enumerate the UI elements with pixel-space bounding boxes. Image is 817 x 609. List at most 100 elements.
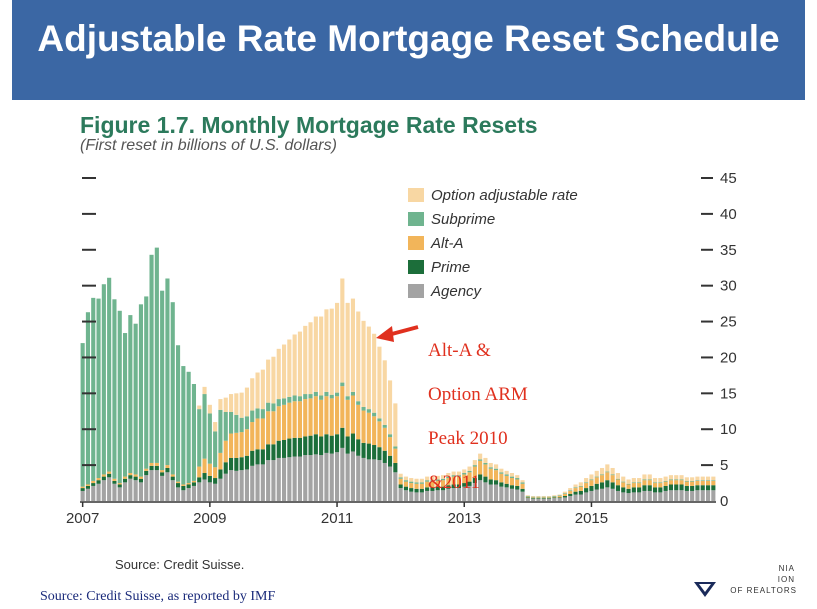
bar-segment-agency: [255, 464, 260, 501]
bar-segment-option-adjustable-rate: [356, 311, 361, 402]
bar-segment-subprime: [91, 297, 96, 481]
bar-segment-option-adjustable-rate: [631, 478, 636, 483]
bar-segment-prime: [493, 480, 499, 485]
chart-source-note: Source: Credit Suisse.: [115, 557, 245, 572]
bar-segment-alt-a: [197, 466, 202, 478]
bar-segment-subprime: [122, 333, 128, 477]
bar-segment-prime: [536, 498, 541, 499]
bar-segment-agency: [663, 490, 668, 501]
bar-segment-alt-a: [451, 476, 456, 485]
bar-segment-alt-a: [509, 478, 515, 486]
bar-segment-subprime: [398, 477, 403, 479]
bar-segment-agency: [690, 490, 695, 501]
bar-segment-prime: [207, 475, 212, 483]
bar-segment-alt-a: [165, 465, 170, 468]
bar-segment-agency: [308, 455, 313, 501]
title-banner: Adjustable Rate Mortgage Reset Schedule: [12, 0, 805, 100]
bar-segment-alt-a: [705, 480, 711, 486]
bar-segment-option-adjustable-rate: [536, 495, 541, 497]
bar-segment-option-adjustable-rate: [207, 404, 212, 414]
bar-segment-agency: [191, 485, 197, 501]
bar-segment-subprime: [387, 434, 393, 438]
bar-segment-subprime: [186, 371, 191, 484]
bar-segment-alt-a: [483, 464, 488, 477]
annotation-text: Alt-A & Option ARM Peak 2010 &2011: [428, 318, 528, 516]
bar-segment-alt-a: [446, 478, 451, 486]
bar-segment-prime: [303, 436, 308, 456]
bar-segment-option-adjustable-rate: [345, 302, 350, 397]
bar-segment-alt-a: [679, 480, 684, 485]
bar-segment-subprime: [202, 394, 207, 459]
page-title: Adjustable Rate Mortgage Reset Schedule: [37, 18, 780, 59]
bar-segment-prime: [85, 485, 91, 489]
bar-segment-prime: [631, 487, 636, 493]
bar-segment-agency: [101, 480, 106, 501]
bar-segment-subprime: [504, 474, 509, 476]
bar-segment-option-adjustable-rate: [435, 475, 440, 480]
bar-segment-option-adjustable-rate: [626, 479, 631, 484]
bar-segment-subprime: [663, 480, 668, 482]
bar-segment-subprime: [144, 296, 149, 469]
bar-segment-agency: [154, 470, 159, 501]
bar-segment-prime: [234, 457, 239, 471]
bar-segment-agency: [181, 490, 186, 501]
bar-segment-agency: [303, 455, 308, 501]
bar-segment-option-adjustable-rate: [271, 356, 276, 404]
bar-segment-agency: [467, 485, 472, 501]
bar-segment-alt-a: [557, 495, 562, 498]
bar-segment-alt-a: [393, 448, 398, 463]
bar-segment-agency: [250, 465, 255, 501]
realtors-logo-icon: [694, 582, 716, 597]
bar-segment-agency: [440, 490, 446, 501]
bar-segment-prime: [366, 443, 371, 460]
bar-segment-option-adjustable-rate: [239, 392, 244, 418]
bar-segment-option-adjustable-rate: [266, 359, 271, 403]
bar-segment-option-adjustable-rate: [377, 346, 382, 419]
bar-segment-agency: [112, 483, 117, 501]
bar-segment-alt-a: [546, 497, 552, 499]
bar-segment-option-adjustable-rate: [414, 478, 419, 483]
bar-segment-subprime: [430, 480, 435, 482]
bar-segment-prime: [589, 485, 594, 491]
bar-segment-agency: [138, 482, 144, 501]
bar-segment-subprime: [175, 345, 181, 482]
bar-segment-alt-a: [626, 484, 631, 489]
bar-segment-agency: [525, 498, 530, 501]
bar-segment-agency: [186, 488, 191, 501]
bar-segment-subprime: [85, 312, 91, 485]
bar-segment-subprime: [536, 496, 541, 498]
bar-segment-alt-a: [372, 416, 377, 446]
bar-segment-option-adjustable-rate: [440, 475, 446, 479]
bar-segment-prime: [425, 487, 430, 491]
x-axis: 2007 2009 2011 2013 2015: [66, 501, 716, 527]
bar-segment-prime: [647, 485, 652, 491]
bar-segment-prime: [578, 490, 583, 495]
bar-segment-alt-a: [228, 433, 234, 458]
bar-segment-alt-a: [663, 481, 668, 486]
bar-segment-agency: [107, 477, 112, 501]
bar-segment-option-adjustable-rate: [313, 316, 318, 392]
bar-segment-prime: [637, 487, 642, 493]
bar-segment-prime: [562, 495, 568, 498]
bar-segment-prime: [281, 439, 287, 458]
bar-segment-prime: [430, 487, 435, 491]
bar-segment-agency: [695, 490, 700, 501]
bar-segment-agency: [239, 470, 244, 501]
bar-segment-alt-a: [202, 458, 207, 474]
bar-segment-agency: [324, 452, 329, 501]
bar-segment-alt-a: [419, 483, 424, 489]
bar-segment-subprime: [700, 480, 705, 481]
bar-segment-prime: [329, 435, 334, 454]
x-tick-label: 2015: [575, 510, 608, 527]
bar-segment-alt-a: [255, 418, 260, 450]
bar-segment-prime: [112, 480, 117, 484]
bar-segment-prime: [160, 472, 165, 476]
bar-segment-alt-a: [425, 481, 430, 488]
bar-segment-alt-a: [101, 474, 106, 477]
bar-segment-alt-a: [711, 480, 716, 486]
bar-segment-prime: [122, 478, 128, 483]
bar-segment-subprime: [191, 384, 197, 481]
y-tick-label: 0: [720, 493, 728, 510]
bar-segment-agency: [562, 497, 568, 501]
bar-segment-option-adjustable-rate: [589, 474, 594, 480]
